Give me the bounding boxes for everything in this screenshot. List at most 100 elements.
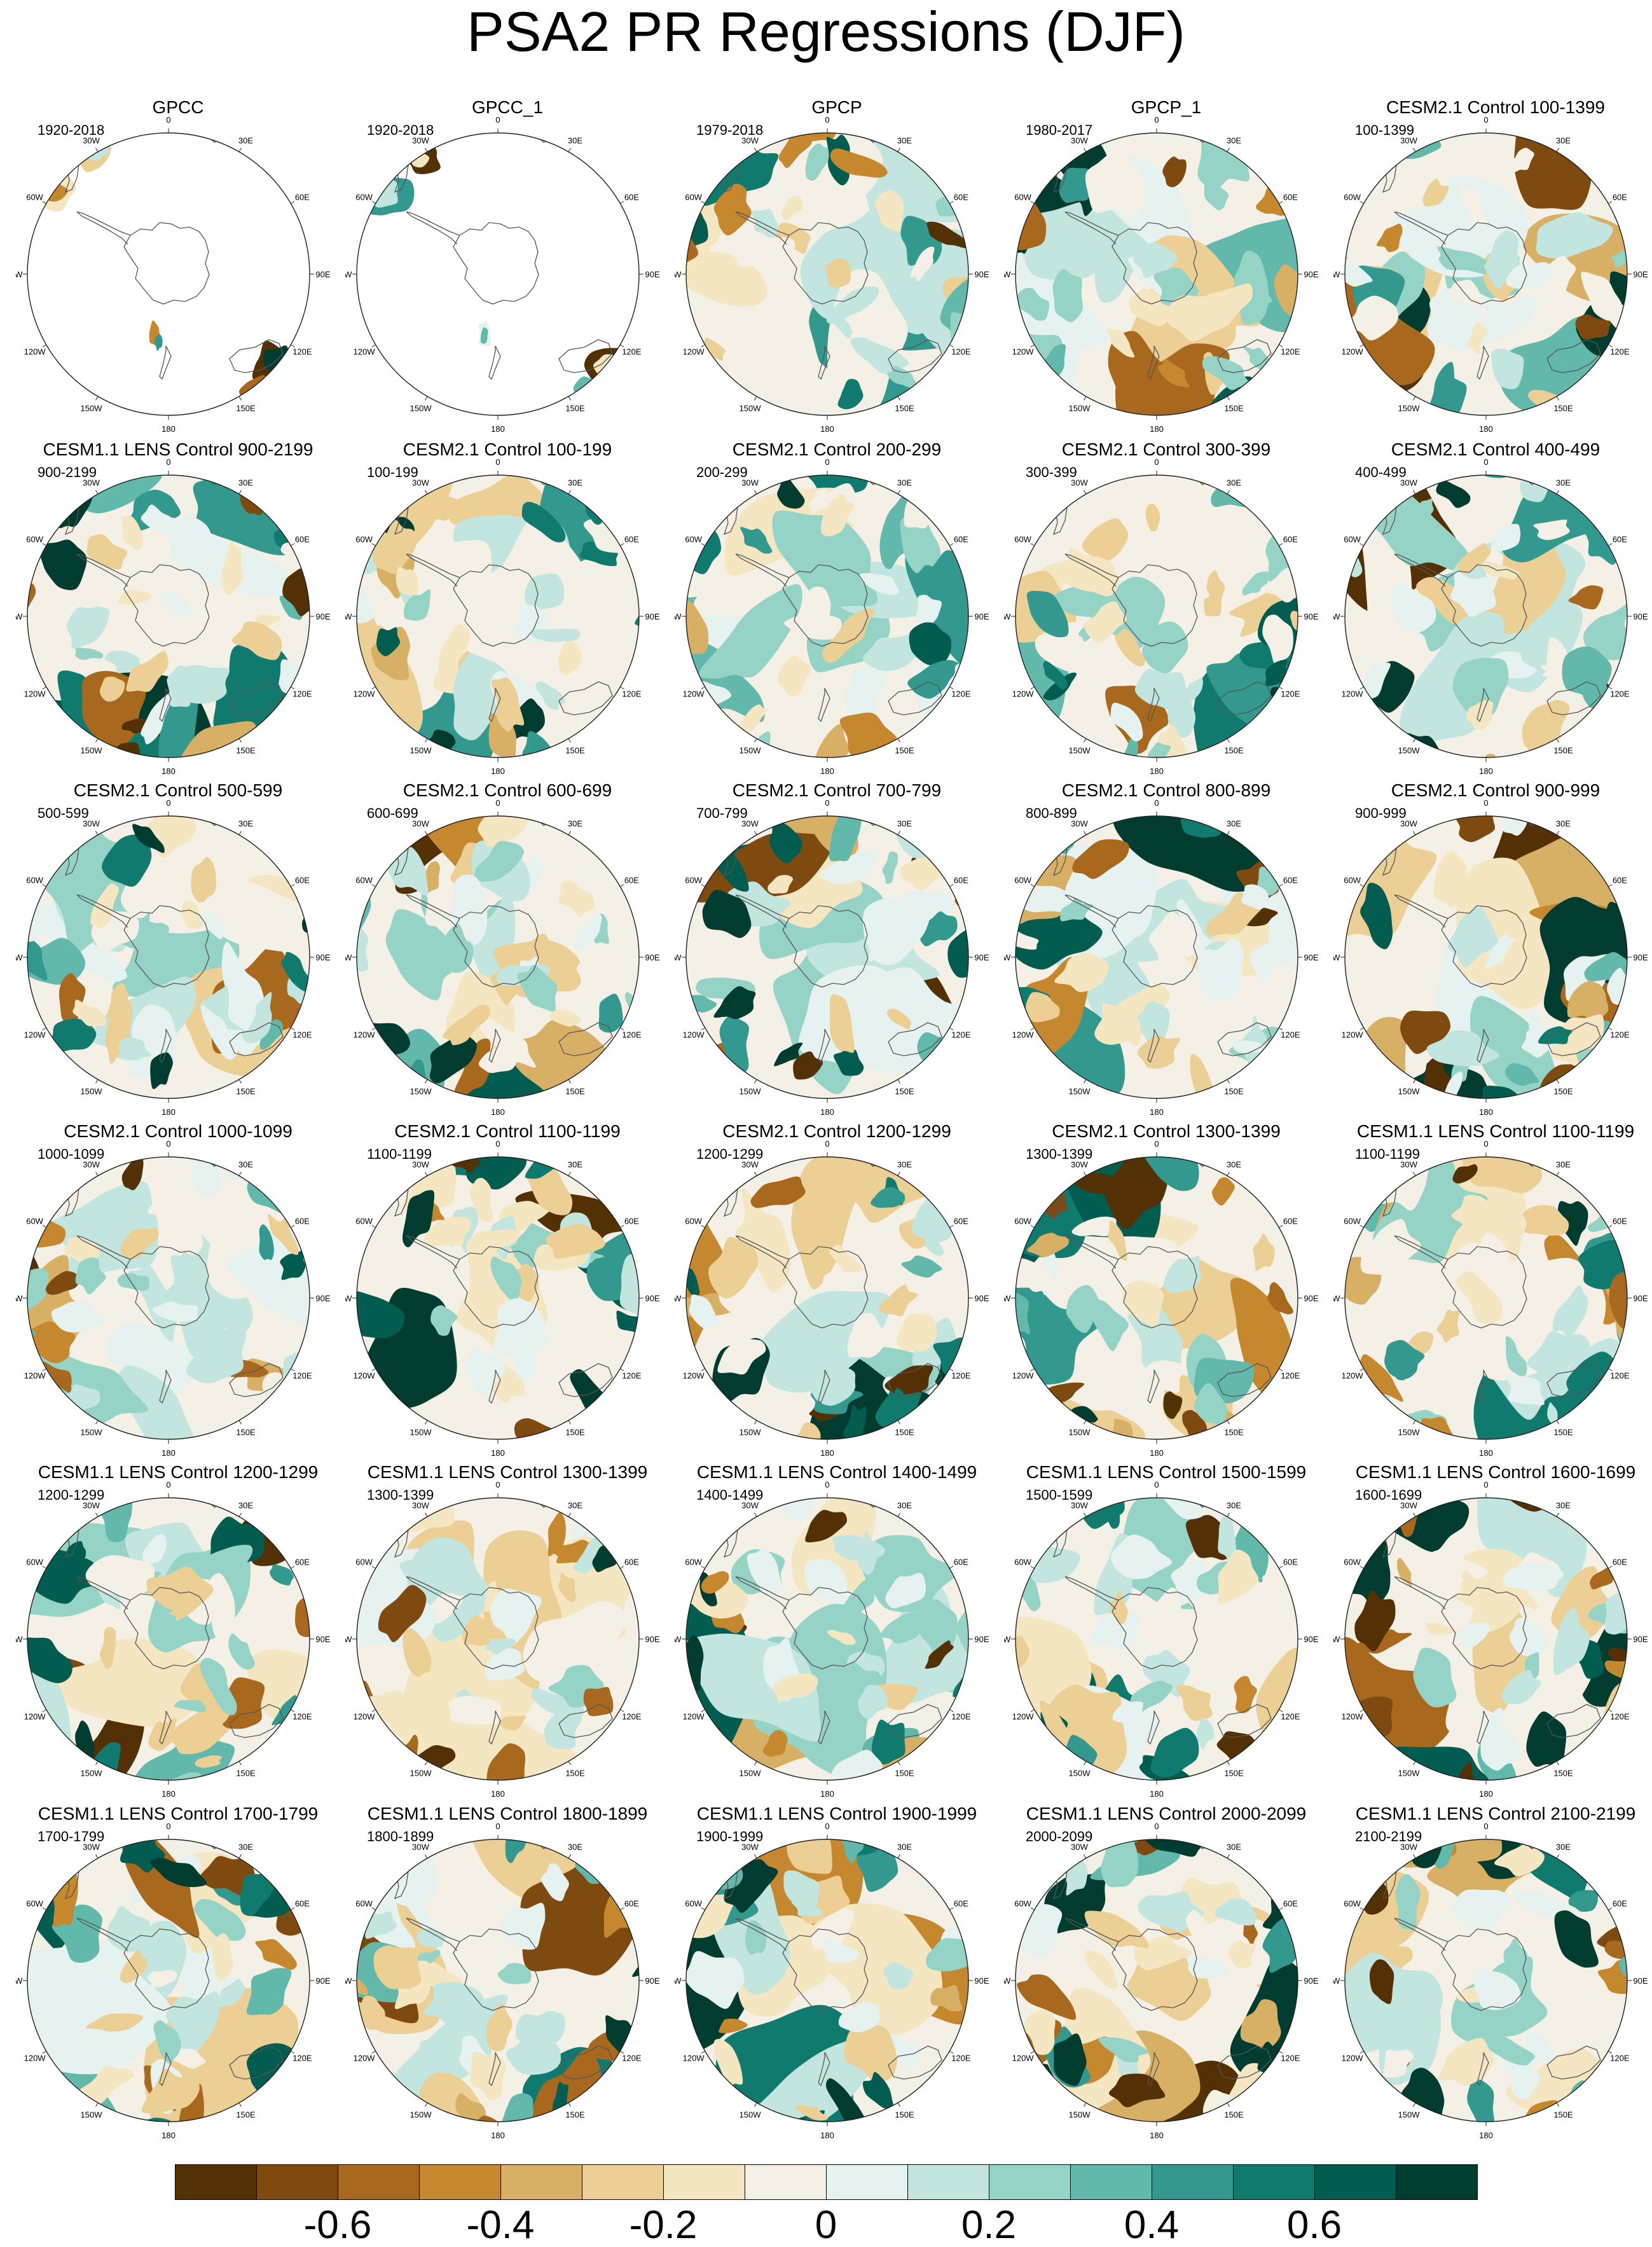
longitude-label: 60W — [1014, 535, 1031, 544]
field-contour — [1413, 1647, 1457, 1708]
field-contour — [453, 639, 509, 740]
longitude-label: 30E — [897, 1843, 912, 1852]
map-panel: CESM2.1 Control 200-299 200-299 0 30E 60E 90E… — [675, 439, 999, 782]
longitude-label: 90W — [345, 612, 352, 621]
field-contour — [719, 1016, 749, 1074]
longitude-label: 60E — [295, 1217, 310, 1226]
field-contour — [1438, 2038, 1494, 2086]
field-contour — [1262, 614, 1293, 664]
longitude-label: 150E — [1224, 2110, 1244, 2119]
field-contour — [887, 365, 920, 389]
longitude-label: 120E — [951, 1030, 971, 1040]
longitude-label: 150W — [81, 1427, 103, 1437]
field-contour — [841, 1839, 864, 1863]
longitude-label: 60W — [1014, 1558, 1031, 1567]
longitude-label: 150W — [1398, 1086, 1421, 1096]
longitude-label: 60W — [1344, 1558, 1361, 1567]
field-contour — [1015, 1291, 1031, 1334]
field-contour — [1159, 1002, 1246, 1088]
field-contour — [713, 183, 752, 236]
field-contour — [909, 622, 952, 667]
field-contour — [1015, 1258, 1062, 1296]
field-layer — [27, 475, 310, 757]
longitude-label: 30E — [1556, 1501, 1571, 1511]
field-contour — [1098, 2037, 1149, 2063]
field-contour — [1562, 646, 1612, 696]
field-contour — [486, 2003, 513, 2052]
longitude-label: 60W — [355, 1558, 373, 1567]
field-contour — [106, 1323, 202, 1399]
longitude-label: 30E — [568, 136, 582, 146]
map-panel: CESM1.1 LENS Control 1800-1899 1800-1899 0… — [345, 1803, 670, 2147]
field-contour — [805, 143, 830, 181]
field-contour — [1446, 1570, 1492, 1607]
field-contour — [1536, 212, 1613, 259]
field-contour — [1506, 1375, 1545, 1406]
field-contour — [66, 606, 110, 649]
field-contour — [1043, 661, 1068, 690]
longitude-label: 60E — [954, 876, 968, 885]
field-layer — [27, 1839, 310, 2122]
panel-title: CESM2.1 Control 200-299 — [732, 439, 942, 459]
panel-title: CESM2.1 Control 1300-1399 — [1052, 1121, 1281, 1141]
field-contour — [132, 824, 165, 854]
field-contour — [740, 527, 773, 554]
field-contour — [231, 621, 282, 660]
polar-map: 0 30E 60E 90E 120E 150E 180 150W 120W 90W 60W 30W — [675, 1139, 989, 1458]
field-contour — [558, 880, 595, 916]
longitude-label: 90W — [16, 1294, 23, 1303]
longitude-label: 120W — [683, 1371, 705, 1381]
colorbar-tick-label: 0 — [815, 2203, 837, 2247]
panel-period: 500-599 — [38, 805, 89, 821]
longitude-label: 90W — [345, 953, 352, 962]
polar-map: 0 30E 60E 90E 120E 150E 180 150W 120W 90W 60W 30W — [675, 457, 989, 776]
longitude-label: 30W — [1071, 1501, 1088, 1511]
longitude-label: 90E — [1633, 270, 1648, 279]
field-contour — [773, 222, 811, 254]
field-contour — [1115, 629, 1146, 667]
panel-title: CESM1.1 LENS Control 1300-1399 — [367, 1462, 648, 1482]
field-contour — [373, 1945, 422, 1989]
longitude-label: 0 — [1154, 798, 1159, 808]
field-contour — [885, 1573, 926, 1608]
panel-period: 1900-1999 — [696, 1829, 764, 1844]
field-contour — [811, 1904, 855, 1950]
field-contour — [737, 2037, 876, 2122]
longitude-label: 120W — [1012, 347, 1035, 357]
field-contour — [791, 1897, 823, 1917]
longitude-label: 30W — [1400, 819, 1417, 829]
panel-title: CESM2.1 Control 1000-1099 — [64, 1121, 293, 1141]
longitude-label: 60W — [26, 1558, 43, 1567]
longitude-label: 90E — [1633, 953, 1648, 962]
field-contour — [619, 1253, 639, 1317]
panel-period: 1800-1899 — [367, 1829, 434, 1844]
field-contour — [120, 1949, 148, 1984]
panel-period: 900-999 — [1355, 805, 1407, 821]
field-contour — [536, 99, 577, 125]
longitude-label: 30W — [741, 1843, 759, 1852]
field-contour — [1218, 1549, 1259, 1604]
field-contour — [1505, 1336, 1527, 1376]
longitude-label: 120E — [622, 1712, 642, 1722]
field-contour — [795, 2105, 829, 2121]
field-contour — [106, 983, 129, 1023]
longitude-label: 60W — [355, 1899, 373, 1909]
field-contour — [102, 834, 152, 887]
field-contour — [1390, 583, 1436, 632]
longitude-label: 90E — [315, 1635, 330, 1644]
longitude-label: 30W — [412, 136, 429, 146]
field-contour — [1142, 621, 1188, 674]
longitude-label: 150E — [565, 1086, 585, 1096]
field-contour — [1110, 1591, 1128, 1624]
field-contour — [844, 2024, 897, 2084]
field-contour — [201, 1004, 238, 1060]
map-panel: CESM2.1 Control 100-1399 100-1399 0 30E 60E 9… — [1333, 97, 1652, 440]
longitude-label: 0 — [166, 798, 170, 808]
panel-title: CESM1.1 LENS Control 1400-1499 — [696, 1462, 977, 1482]
longitude-label: 120W — [354, 2054, 376, 2063]
panel-period: 700-799 — [696, 805, 748, 821]
panel-period: 1000-1099 — [38, 1146, 105, 1162]
field-contour — [1421, 1057, 1454, 1098]
longitude-label: 60E — [295, 535, 310, 544]
field-contour — [781, 196, 804, 221]
